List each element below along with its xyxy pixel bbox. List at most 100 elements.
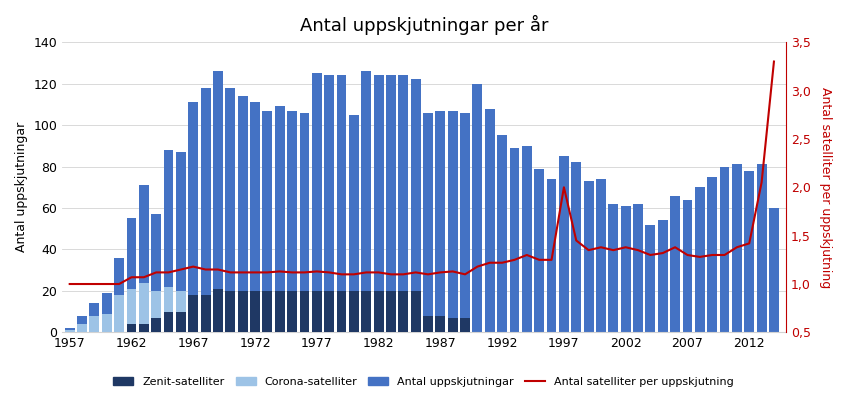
Bar: [139, 283, 149, 332]
Bar: [658, 220, 667, 332]
Bar: [213, 314, 223, 332]
Bar: [188, 295, 198, 332]
Bar: [102, 314, 112, 332]
Bar: [77, 324, 87, 332]
Bar: [720, 167, 729, 332]
Bar: [670, 196, 680, 332]
Bar: [374, 291, 384, 332]
Bar: [608, 204, 618, 332]
Bar: [201, 308, 211, 332]
Bar: [263, 111, 273, 332]
Title: Antal uppskjutningar per år: Antal uppskjutningar per år: [300, 15, 549, 35]
Bar: [176, 312, 185, 332]
Bar: [163, 287, 174, 332]
Bar: [225, 291, 235, 332]
Bar: [398, 291, 408, 332]
Bar: [213, 71, 223, 332]
Bar: [683, 200, 692, 332]
Bar: [312, 291, 322, 332]
Y-axis label: Antal satelliter per uppskjutning: Antal satelliter per uppskjutning: [819, 87, 832, 288]
Bar: [300, 316, 309, 332]
Bar: [336, 75, 346, 332]
Bar: [411, 79, 421, 332]
Bar: [695, 187, 705, 332]
Bar: [163, 312, 174, 332]
Bar: [349, 115, 359, 332]
Bar: [201, 88, 211, 332]
Bar: [274, 291, 285, 332]
Bar: [386, 75, 396, 332]
Antal satelliter per uppskjutning: [225, 270, 235, 275]
Bar: [435, 316, 446, 332]
Bar: [287, 316, 297, 332]
Bar: [163, 150, 174, 332]
Legend: Zenit-satelliter, Corona-satelliter, Antal uppskjutningar, Antal satelliter per : Zenit-satelliter, Corona-satelliter, Ant…: [109, 372, 738, 391]
Bar: [225, 316, 235, 332]
Bar: [287, 111, 297, 332]
Bar: [152, 291, 161, 332]
Bar: [633, 204, 643, 332]
Bar: [238, 96, 247, 332]
Bar: [484, 108, 495, 332]
Bar: [90, 303, 99, 332]
Bar: [64, 330, 75, 332]
Bar: [300, 291, 309, 332]
Bar: [263, 291, 273, 332]
Bar: [374, 75, 384, 332]
Bar: [250, 316, 260, 332]
Bar: [769, 208, 779, 332]
Bar: [176, 152, 185, 332]
Bar: [362, 71, 371, 332]
Bar: [324, 318, 334, 332]
Bar: [336, 291, 346, 332]
Bar: [139, 324, 149, 332]
Bar: [201, 295, 211, 332]
Antal satelliter per uppskjutning: [657, 251, 667, 255]
Bar: [126, 289, 136, 332]
Bar: [312, 318, 322, 332]
Bar: [559, 156, 569, 332]
Bar: [584, 181, 594, 332]
Antal satelliter per uppskjutning: [584, 248, 594, 252]
Bar: [448, 111, 457, 332]
Line: Antal satelliter per uppskjutning: Antal satelliter per uppskjutning: [69, 62, 774, 284]
Bar: [263, 316, 273, 332]
Bar: [176, 291, 185, 332]
Bar: [336, 318, 346, 332]
Antal satelliter per uppskjutning: [769, 59, 779, 64]
Bar: [349, 291, 359, 332]
Bar: [188, 303, 198, 332]
Bar: [287, 291, 297, 332]
Bar: [423, 113, 433, 332]
Bar: [152, 214, 161, 332]
Bar: [423, 316, 433, 332]
Bar: [645, 225, 656, 332]
Bar: [745, 171, 754, 332]
Bar: [114, 295, 124, 332]
Bar: [250, 102, 260, 332]
Antal satelliter per uppskjutning: [64, 281, 75, 286]
Bar: [139, 185, 149, 332]
Bar: [497, 135, 507, 332]
Bar: [102, 293, 112, 332]
Bar: [362, 322, 371, 332]
Bar: [274, 316, 285, 332]
Bar: [349, 320, 359, 332]
Bar: [238, 314, 247, 332]
Bar: [225, 88, 235, 332]
Bar: [77, 316, 87, 332]
Bar: [732, 164, 742, 332]
Bar: [312, 73, 322, 332]
Bar: [448, 318, 457, 332]
Bar: [756, 164, 767, 332]
Antal satelliter per uppskjutning: [238, 270, 248, 275]
Bar: [534, 169, 544, 332]
Bar: [126, 218, 136, 332]
Antal satelliter per uppskjutning: [534, 257, 545, 262]
Bar: [572, 162, 581, 332]
Bar: [324, 75, 334, 332]
Bar: [411, 291, 421, 332]
Bar: [188, 102, 198, 332]
Bar: [460, 113, 470, 332]
Bar: [250, 291, 260, 332]
